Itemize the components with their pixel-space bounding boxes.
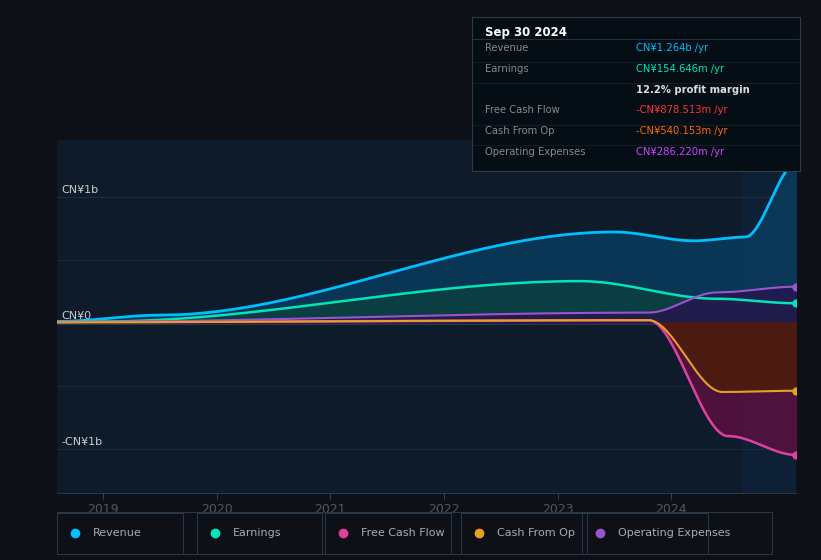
Text: Operating Expenses: Operating Expenses [485, 147, 585, 157]
Text: CN¥1.264b /yr: CN¥1.264b /yr [636, 43, 709, 53]
Bar [582, 513, 708, 553]
Bar [325, 513, 451, 553]
Text: Revenue: Revenue [94, 529, 142, 538]
Text: CN¥0: CN¥0 [62, 311, 91, 321]
Text: -CN¥878.513m /yr: -CN¥878.513m /yr [636, 105, 728, 115]
Text: CN¥286.220m /yr: CN¥286.220m /yr [636, 147, 724, 157]
Bar [461, 513, 586, 553]
Text: Free Cash Flow: Free Cash Flow [361, 529, 445, 538]
Text: Operating Expenses: Operating Expenses [618, 529, 731, 538]
Text: Free Cash Flow: Free Cash Flow [485, 105, 560, 115]
Text: -CN¥540.153m /yr: -CN¥540.153m /yr [636, 126, 728, 136]
Text: Sep 30 2024: Sep 30 2024 [485, 26, 567, 39]
Text: CN¥1b: CN¥1b [62, 185, 99, 195]
Text: 12.2% profit margin: 12.2% profit margin [636, 85, 750, 95]
Bar [742, 140, 796, 493]
Text: Earnings: Earnings [485, 64, 529, 74]
Bar [57, 513, 183, 553]
Text: CN¥154.646m /yr: CN¥154.646m /yr [636, 64, 724, 74]
Text: Revenue: Revenue [485, 43, 529, 53]
Text: Cash From Op: Cash From Op [497, 529, 575, 538]
Bar [197, 513, 323, 553]
Text: Earnings: Earnings [232, 529, 281, 538]
Text: -CN¥1b: -CN¥1b [62, 437, 103, 447]
Text: Cash From Op: Cash From Op [485, 126, 555, 136]
